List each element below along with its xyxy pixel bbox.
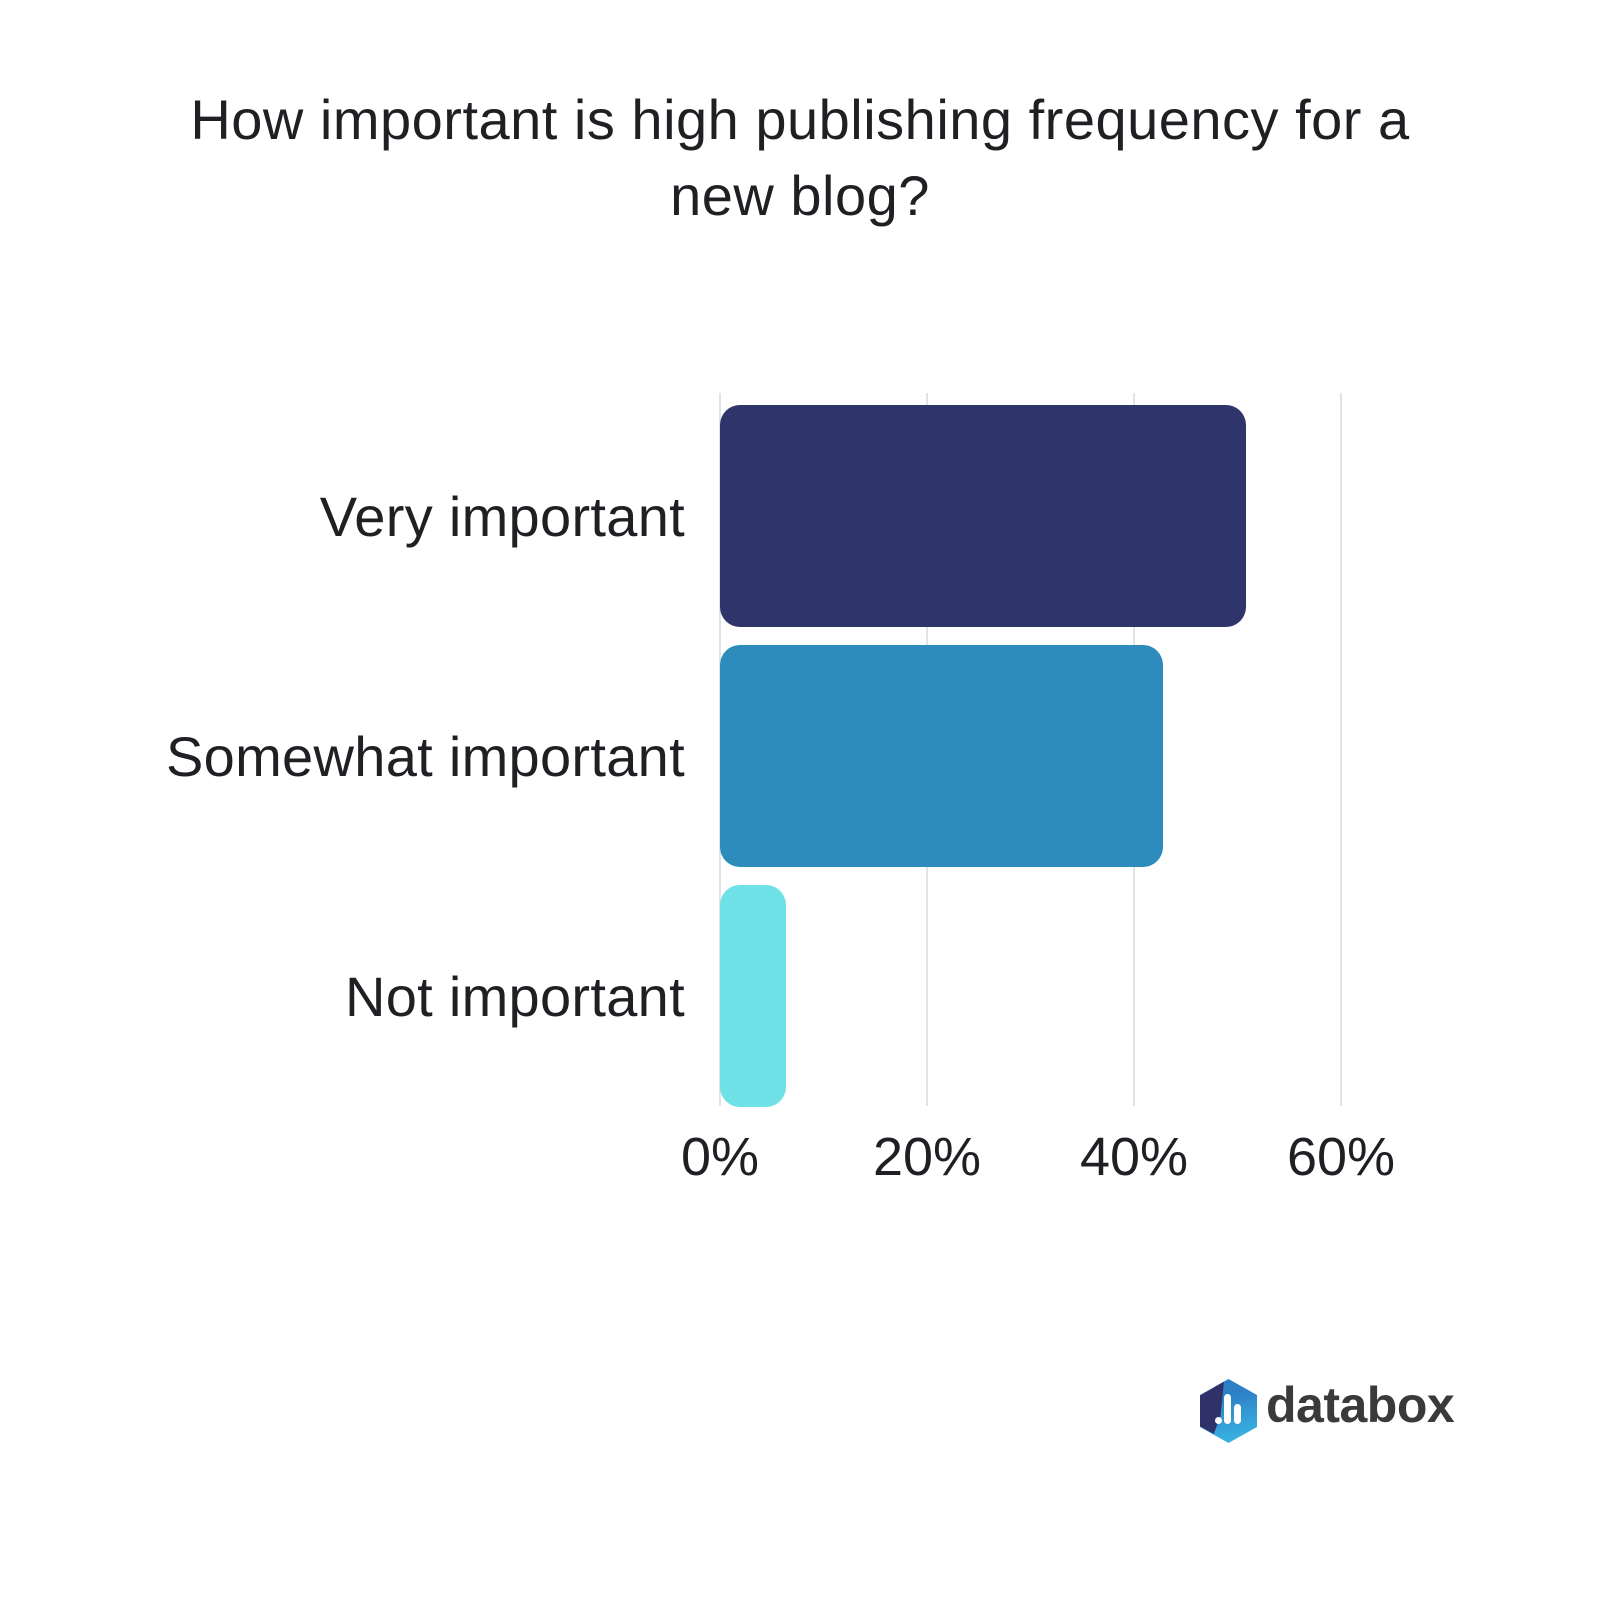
databox-logo-text: databox — [1266, 1377, 1455, 1433]
bar-not-important — [720, 885, 786, 1107]
databox-logo: databox — [1200, 1377, 1460, 1449]
logo-minibar-dot — [1215, 1417, 1222, 1424]
bar-somewhat-important — [720, 645, 1163, 867]
databox-hexagon-icon — [1200, 1379, 1257, 1443]
category-label-somewhat-important: Somewhat important — [166, 724, 685, 788]
gridline-60 — [1340, 393, 1342, 1106]
x-tick-label-20: 20% — [872, 1127, 982, 1187]
x-tick-label-60: 60% — [1286, 1127, 1396, 1187]
logo-minibar-mid — [1234, 1404, 1241, 1424]
chart-title-line-1: How important is high publishing frequen… — [190, 88, 1410, 151]
chart-title: How important is high publishing frequen… — [0, 82, 1600, 234]
logo-minibar-tall — [1224, 1394, 1231, 1424]
bar-very-important — [720, 405, 1246, 627]
category-label-very-important: Very important — [319, 484, 685, 548]
x-tick-label-0: 0% — [680, 1127, 760, 1187]
x-tick-label-40: 40% — [1079, 1127, 1189, 1187]
chart-title-line-2: new blog? — [670, 164, 930, 227]
category-label-not-important: Not important — [344, 964, 685, 1028]
